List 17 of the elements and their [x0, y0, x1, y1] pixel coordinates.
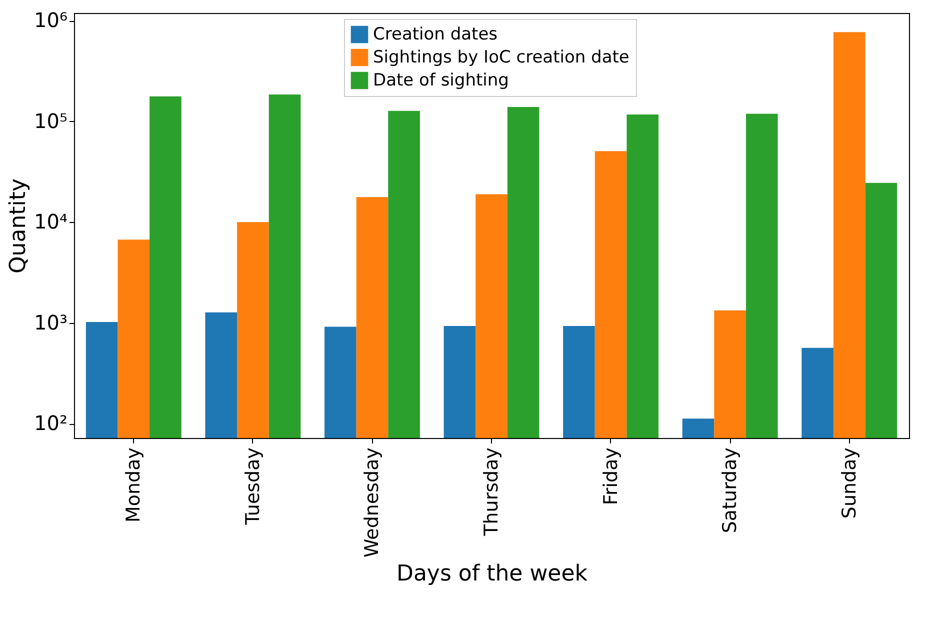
x-tick-label: Thursday: [480, 448, 502, 537]
x-tick-label: Saturday: [719, 448, 742, 534]
x-tick-label: Monday: [122, 448, 145, 523]
x-tick-label: Wednesday: [361, 448, 384, 558]
y-tick-label: 10³: [34, 310, 68, 334]
x-tick-label: Tuesday: [242, 448, 264, 526]
y-tick-label: 10⁶: [34, 8, 68, 32]
y-tick-label: 10²: [34, 411, 68, 436]
y-tick-label: 10⁵: [34, 108, 68, 133]
x-tick-label: Friday: [600, 448, 622, 506]
x-axis-title: Days of the week: [396, 562, 588, 586]
legend-label: Sightings by IoC creation date: [373, 48, 630, 68]
y-axis-title: Quantity: [6, 178, 32, 274]
y-tick-label: 10⁴: [34, 210, 68, 234]
x-tick-label: Sunday: [838, 448, 860, 519]
legend-label: Date of sighting: [373, 70, 509, 90]
legend-label: Creation dates: [373, 24, 498, 44]
